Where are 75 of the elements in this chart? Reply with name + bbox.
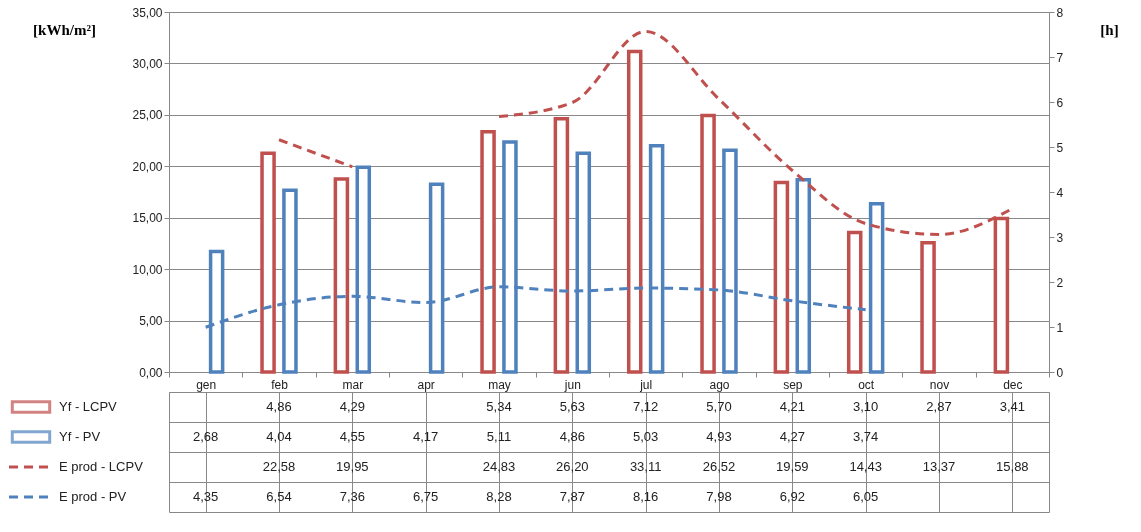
y-tick-label: 25,00 [132, 108, 163, 123]
data-label: 7,98 [706, 489, 732, 504]
data-label: 8,16 [633, 489, 659, 504]
data-label: 4,29 [339, 399, 365, 414]
y-tick-label: 10,00 [132, 262, 163, 277]
legend-label: Yf - PV [59, 429, 101, 444]
data-label: 14,43 [849, 459, 882, 474]
data-label: 4,21 [779, 399, 805, 414]
x-tick-label: apr [417, 377, 435, 392]
x-tick-label: dec [1003, 377, 1023, 392]
data-label: 15,88 [996, 459, 1029, 474]
x-tick-label: sep [783, 377, 803, 392]
data-label: 26,20 [556, 459, 589, 474]
y2-tick-label: 1 [1056, 320, 1064, 335]
data-label: 4,55 [339, 429, 365, 444]
y-tick-label: 5,00 [139, 314, 163, 329]
y-tick-label: 20,00 [132, 159, 163, 174]
legend-label: E prod - LCPV [59, 459, 144, 474]
x-tick-label: jul [639, 377, 653, 392]
data-label: 5,70 [706, 399, 732, 414]
data-label: 24,83 [482, 459, 516, 474]
x-tick-label: mar [342, 377, 364, 392]
data-label: 6,05 [853, 489, 879, 504]
y2-tick-label: 0 [1056, 365, 1064, 380]
y-tick-label: 0,00 [139, 365, 163, 380]
x-tick-label: jun [563, 377, 581, 392]
data-label: 7,36 [339, 489, 365, 504]
x-tick-label: may [488, 377, 511, 392]
data-label: 5,34 [486, 399, 512, 414]
data-label: 3,74 [853, 429, 879, 444]
data-label: 4,27 [779, 429, 805, 444]
y-tick-label: 30,00 [132, 56, 163, 71]
legend-label: Yf - LCPV [59, 399, 118, 414]
y2-tick-label: 4 [1056, 185, 1064, 200]
x-tick-label: gen [196, 377, 217, 392]
data-label: 7,12 [633, 399, 659, 414]
data-label: 4,93 [706, 429, 732, 444]
data-label: 13,37 [922, 459, 956, 474]
data-label: 4,86 [559, 429, 585, 444]
data-label: 2,68 [193, 429, 219, 444]
y2-tick-label: 5 [1056, 140, 1064, 155]
y2-tick-label: 6 [1056, 95, 1064, 110]
data-label: 5,11 [486, 429, 512, 444]
y2-tick-label: 8 [1056, 5, 1064, 20]
data-label: 4,86 [266, 399, 292, 414]
x-tick-label: feb [271, 377, 289, 392]
data-label: 5,63 [559, 399, 585, 414]
data-label: 2,87 [926, 399, 952, 414]
data-label: 22,58 [262, 459, 296, 474]
y2-tick-label: 2 [1056, 275, 1064, 290]
y2-axis-title: [h] [1100, 21, 1119, 38]
x-tick-label: nov [929, 377, 950, 392]
data-label: 33,11 [629, 459, 662, 474]
y-tick-label: 35,00 [132, 5, 163, 20]
data-label: 8,28 [486, 489, 512, 504]
data-label: 4,04 [266, 429, 292, 444]
data-label: 6,54 [266, 489, 292, 504]
y2-tick-label: 7 [1056, 50, 1064, 65]
data-label: 3,41 [999, 399, 1025, 414]
y2-tick-label: 3 [1056, 230, 1064, 245]
y-tick-label: 15,00 [132, 211, 163, 226]
data-label: 19,95 [336, 459, 369, 474]
x-tick-label: oct [858, 377, 875, 392]
data-label: 6,75 [413, 489, 439, 504]
data-label: 26,52 [702, 459, 736, 474]
data-label: 4,17 [413, 429, 439, 444]
data-label: 5,03 [633, 429, 659, 444]
data-label: 3,10 [853, 399, 879, 414]
data-label: 4,35 [193, 489, 219, 504]
x-tick-label: ago [709, 377, 730, 392]
y-axis-title: [kWh/m²] [33, 21, 96, 38]
legend-label: E prod - PV [59, 489, 127, 504]
data-label: 19,59 [776, 459, 809, 474]
data-label: 7,87 [559, 489, 585, 504]
data-label: 6,92 [779, 489, 805, 504]
